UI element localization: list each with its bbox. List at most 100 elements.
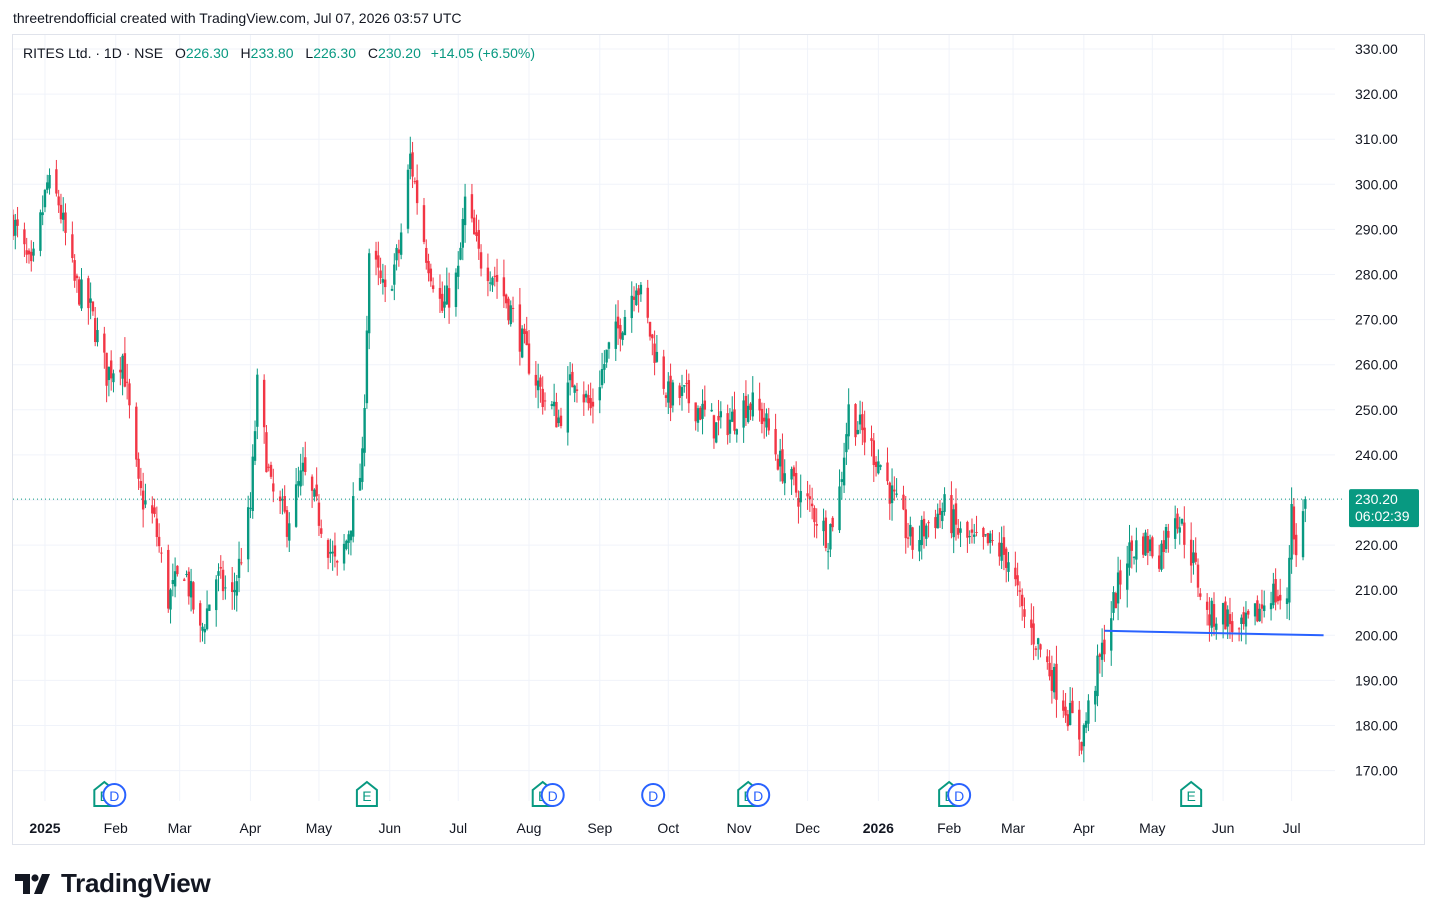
candle-body bbox=[429, 268, 433, 282]
open-value: 226.30 bbox=[185, 45, 229, 61]
candle-body bbox=[710, 409, 713, 412]
candle-body bbox=[520, 328, 524, 358]
candle-body bbox=[719, 411, 723, 418]
candle-body bbox=[109, 360, 113, 379]
candle-body bbox=[1260, 604, 1264, 609]
candle-body bbox=[46, 182, 49, 190]
candle-body bbox=[470, 194, 474, 219]
candle-body bbox=[1023, 609, 1026, 617]
candle-body bbox=[927, 522, 930, 524]
tradingview-logo-icon bbox=[15, 873, 50, 894]
countdown-value: 06:02:39 bbox=[1355, 508, 1410, 524]
candle-body bbox=[27, 250, 31, 255]
candle-body bbox=[461, 218, 464, 248]
x-tick-label: Sep bbox=[587, 820, 612, 836]
candle-body bbox=[911, 527, 914, 550]
candle-body bbox=[765, 413, 768, 428]
dividend-icon bbox=[746, 783, 771, 807]
candle-body bbox=[783, 473, 786, 484]
candle-body bbox=[815, 523, 818, 526]
candle-body bbox=[778, 450, 782, 467]
candle-body bbox=[173, 571, 177, 587]
x-tick-label: 2025 bbox=[29, 820, 60, 836]
candle-body bbox=[25, 250, 28, 255]
candle-body bbox=[1231, 621, 1234, 633]
candle-body bbox=[886, 462, 889, 482]
candle-body bbox=[671, 382, 675, 406]
candle-body bbox=[685, 382, 688, 384]
candle-body bbox=[57, 196, 60, 206]
candle-body bbox=[1269, 603, 1273, 610]
candle-body bbox=[383, 279, 387, 288]
candle-body bbox=[614, 321, 617, 349]
candle-body bbox=[246, 507, 250, 560]
candle-body bbox=[349, 530, 353, 541]
x-tick-label: Jul bbox=[449, 820, 467, 836]
candle-body bbox=[1176, 513, 1179, 529]
candle-body bbox=[1112, 592, 1115, 613]
candle-body bbox=[141, 490, 145, 510]
candle-body bbox=[1130, 540, 1133, 551]
dividend-icon bbox=[641, 783, 666, 807]
candle-body bbox=[495, 274, 499, 282]
candle-body bbox=[603, 364, 606, 370]
candle-body bbox=[262, 379, 266, 428]
candle-body bbox=[776, 458, 780, 470]
candle-body bbox=[1183, 522, 1186, 545]
candle-body bbox=[998, 542, 1001, 557]
candle-body bbox=[55, 169, 58, 194]
candle-body bbox=[808, 496, 812, 500]
candle-body bbox=[139, 480, 143, 489]
dividend-icon bbox=[102, 783, 127, 807]
candle-body bbox=[153, 507, 156, 514]
price-chart[interactable]: 170.00 180.00 190.00 200.00 210.00 220.00 230.… bbox=[13, 35, 1424, 844]
chart-area[interactable]: 170.00 180.00 190.00 200.00 210.00 220.00 230.… bbox=[12, 34, 1425, 845]
candle-body bbox=[664, 395, 668, 398]
candle-body bbox=[1199, 593, 1202, 597]
candle-body bbox=[459, 247, 462, 260]
candle-body bbox=[331, 551, 334, 554]
candle-body bbox=[856, 429, 860, 435]
candle-body bbox=[157, 536, 161, 547]
candle-body bbox=[890, 485, 894, 504]
y-tick-label: 250.00 bbox=[1355, 402, 1398, 418]
candle-body bbox=[1272, 583, 1275, 606]
candle-body bbox=[966, 521, 969, 538]
candle-body bbox=[1084, 720, 1088, 728]
candle-body bbox=[623, 316, 627, 336]
candle-body bbox=[810, 503, 814, 507]
candle-body bbox=[30, 251, 33, 262]
candle-body bbox=[1144, 532, 1147, 556]
support-trendline bbox=[1104, 629, 1324, 637]
candle-body bbox=[584, 393, 588, 398]
candle-body bbox=[667, 381, 670, 403]
candle-body bbox=[1039, 644, 1042, 650]
candle-body bbox=[365, 330, 369, 404]
candle-body bbox=[806, 493, 809, 497]
candle-body bbox=[566, 382, 570, 433]
event-label: E bbox=[1186, 788, 1195, 804]
candle-body bbox=[717, 415, 720, 421]
candle-body bbox=[39, 212, 42, 251]
candle-body bbox=[1082, 725, 1086, 747]
candlesticks bbox=[13, 136, 1307, 763]
candle-body bbox=[367, 253, 371, 334]
candle-body bbox=[160, 552, 163, 554]
candle-body bbox=[1078, 709, 1081, 740]
candle-body bbox=[872, 440, 875, 466]
x-tick-label: Jun bbox=[1212, 820, 1235, 836]
candle-body bbox=[1034, 648, 1038, 650]
candle-body bbox=[278, 496, 282, 502]
candle-body bbox=[237, 558, 241, 578]
candle-body bbox=[208, 604, 211, 611]
candle-body bbox=[105, 352, 108, 386]
candle-body bbox=[552, 401, 556, 407]
candle-body bbox=[797, 498, 800, 507]
candle-body bbox=[299, 470, 302, 487]
candle-body bbox=[13, 214, 15, 237]
candle-body bbox=[219, 567, 222, 569]
dividend-marker: D bbox=[102, 783, 127, 807]
candle-body bbox=[760, 408, 764, 424]
candle-body bbox=[735, 429, 738, 435]
candle-body bbox=[1212, 604, 1216, 627]
